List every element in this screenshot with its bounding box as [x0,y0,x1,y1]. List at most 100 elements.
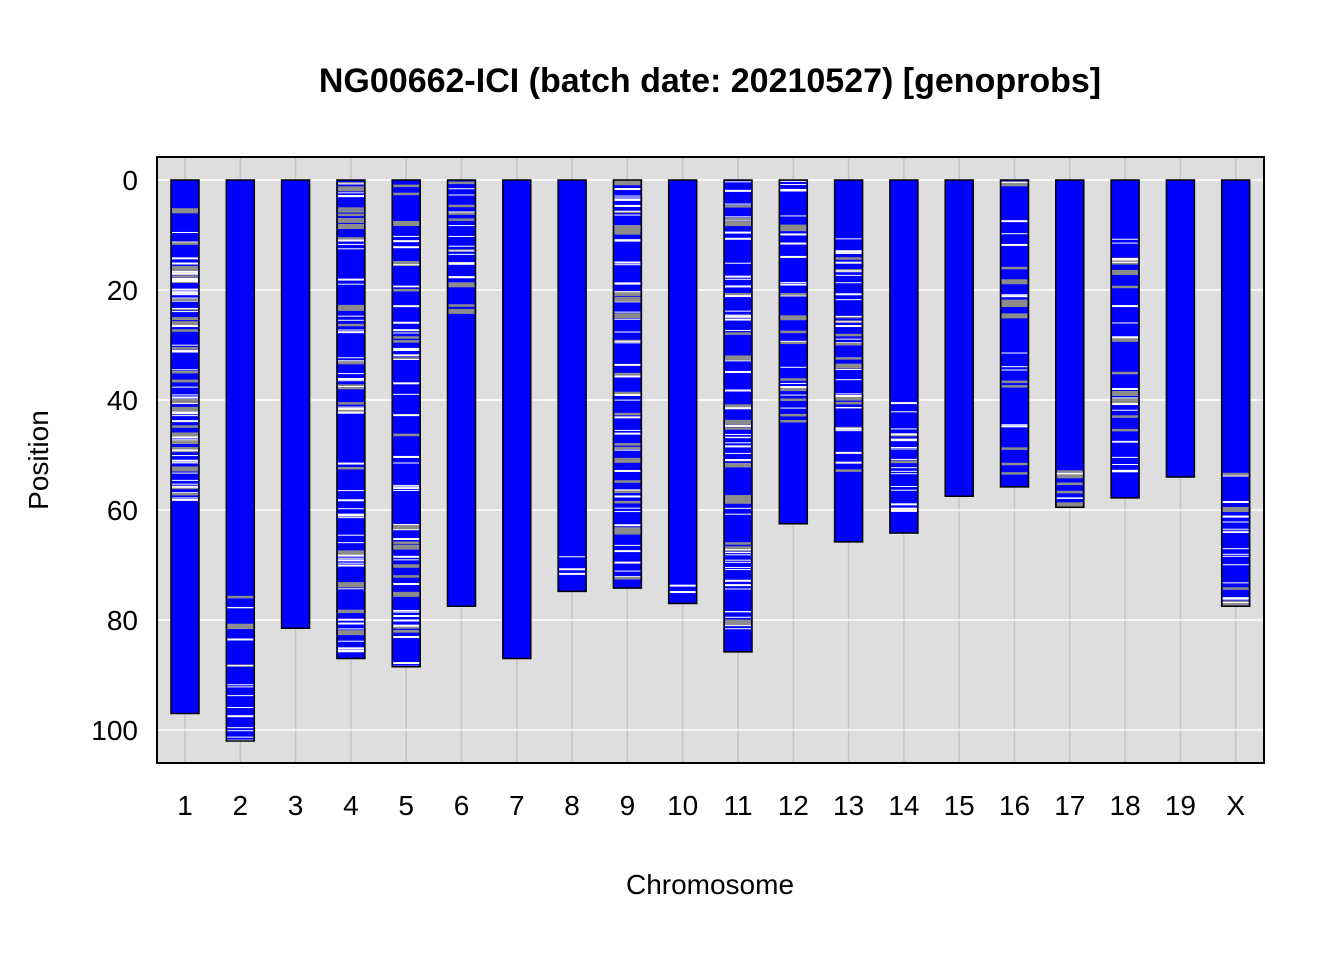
marker-stripe [172,317,198,321]
marker-stripe [172,415,198,417]
marker-stripe [614,229,641,235]
marker-stripe [393,538,420,541]
marker-stripe [393,347,420,350]
marker-stripe [1112,305,1139,308]
marker-stripe [448,245,475,247]
y-tick-label: 20 [107,275,138,306]
marker-stripe [393,559,420,561]
marker-stripe [725,237,751,240]
marker-stripe [835,315,862,319]
marker-stripe [337,640,364,642]
marker-stripe [614,570,641,572]
marker-stripe [448,262,475,265]
marker-stripe [393,583,420,586]
chromosome-outline [612,179,643,589]
marker-stripe [614,311,641,313]
marker-stripe [725,293,751,296]
marker-stripe [725,462,751,466]
marker-stripe [559,556,586,558]
marker-stripe [172,257,198,260]
marker-stripe [614,313,641,319]
marker-stripe [1112,322,1139,324]
chromosome-outline [667,179,698,605]
marker-stripe [172,231,198,233]
x-tick-label: 1 [177,790,193,821]
marker-stripe [172,401,198,404]
marker-stripe [1056,497,1083,499]
marker-stripe [227,707,254,709]
chromosome-outline [557,179,587,593]
marker-stripe [835,250,862,253]
marker-stripe [725,275,751,278]
marker-stripe [614,195,641,197]
marker-stripe [780,394,807,396]
marker-stripe [393,221,420,227]
marker-stripe [1112,456,1139,458]
marker-stripe [393,261,420,267]
marker-stripe [1001,233,1028,235]
marker-stripe [393,592,420,596]
marker-stripe [614,416,641,419]
marker-stripe [780,242,807,245]
marker-stripe [614,457,641,463]
marker-stripe [1222,532,1249,534]
marker-stripe [1112,262,1139,265]
marker-stripe [337,618,364,621]
chromosome-outline [170,179,200,715]
marker-stripe [725,181,751,183]
marker-stripe [337,207,364,210]
chromosome-bar-17 [1055,180,1084,508]
marker-stripe [780,420,807,423]
marker-stripe [725,623,751,626]
marker-stripe [614,210,641,214]
marker-stripe [725,329,751,331]
marker-stripe [337,411,364,414]
marker-stripe [835,238,862,240]
chromosome-outline [1165,179,1196,478]
marker-stripe [337,195,364,197]
chromosome-bar-13 [834,180,863,542]
marker-stripe [559,572,586,575]
marker-stripe [725,295,751,298]
marker-stripe [780,378,807,381]
marker-stripe [393,624,420,627]
x-axis-label: Chromosome [626,869,794,900]
marker-stripe [448,188,475,190]
marker-stripe [1112,441,1139,443]
marker-stripe [393,544,420,550]
marker-stripe [780,180,807,182]
marker-stripe [1001,181,1028,183]
marker-stripe [890,470,917,472]
marker-stripe [227,626,254,630]
marker-stripe [337,377,364,380]
marker-stripe [448,218,475,221]
marker-stripe [725,189,751,192]
marker-stripe [1001,295,1028,298]
chromosome-bar-16 [1000,180,1029,487]
marker-stripe [1001,243,1028,246]
marker-stripe [393,288,420,292]
marker-stripe [1001,366,1028,368]
marker-stripe [172,351,198,353]
marker-stripe [614,561,641,564]
marker-stripe [1222,500,1249,503]
marker-stripe [835,325,862,328]
marker-stripe [835,315,862,317]
marker-stripe [614,301,641,303]
marker-stripe [337,514,364,517]
marker-stripe [1001,447,1028,450]
marker-stripe [337,402,364,405]
marker-stripe [780,190,807,192]
marker-stripe [393,610,420,612]
marker-stripe [614,198,641,201]
marker-stripe [1001,385,1028,388]
marker-stripe [890,503,917,506]
marker-stripe [337,243,364,245]
marker-stripe [725,459,751,462]
x-tick-label: 15 [944,790,975,821]
marker-stripe [393,382,420,385]
marker-stripe [172,394,198,396]
marker-stripe [890,486,917,488]
chromosome-bar-2 [226,180,255,741]
marker-stripe [172,379,198,383]
